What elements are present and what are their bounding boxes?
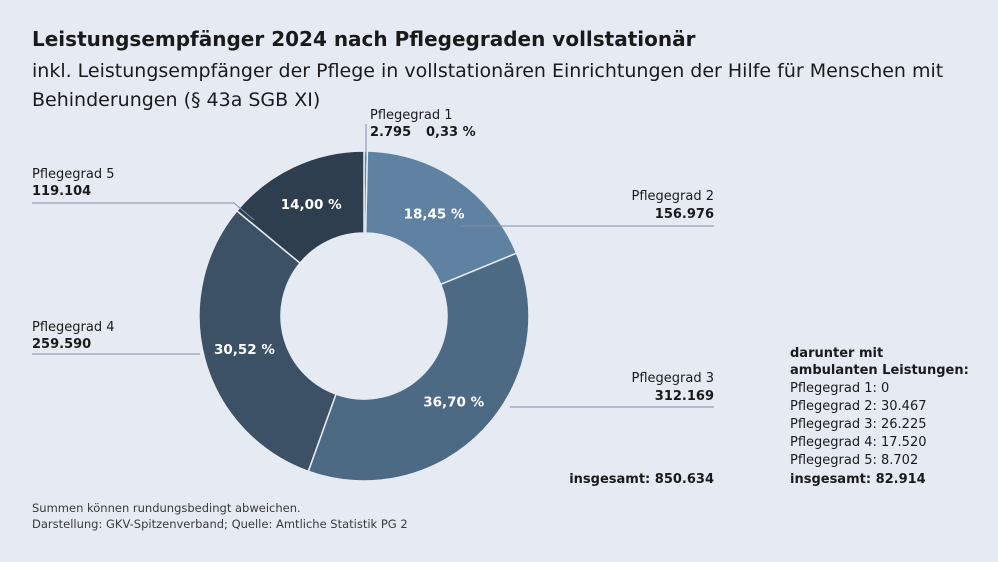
ambulant-item-pflegegrad-4: Pflegegrad 4: 17.520 [790, 435, 927, 450]
ambulant-item-pflegegrad-1: Pflegegrad 1: 0 [790, 381, 889, 396]
slice-pflegegrad-3 [307, 252, 530, 482]
chart-title: Leistungsempfänger 2024 nach Pflegegrade… [32, 27, 696, 51]
chart-subtitle-line-1: inkl. Leistungsempfänger der Pflege in v… [32, 60, 943, 82]
label-name-pflegegrad-3: Pflegegrad 3 [632, 371, 715, 386]
label-name-pflegegrad-1: Pflegegrad 1 [370, 108, 453, 123]
slice-percent-pflegegrad-5: 14,00 % [281, 197, 342, 213]
leader-line-pflegegrad-5 [32, 202, 255, 221]
ambulant-heading-line-1: darunter mit [790, 346, 883, 361]
slice-percent-pflegegrad-4: 30,52 % [214, 342, 275, 358]
footnote-rounding: Summen können rundungsbedingt abweichen. [32, 501, 301, 515]
ambulant-item-pflegegrad-2: Pflegegrad 2: 30.467 [790, 399, 927, 414]
ambulant-total: insgesamt: 82.914 [790, 472, 926, 487]
slice-pflegegrad-5 [235, 150, 365, 265]
label-name-pflegegrad-5: Pflegegrad 5 [32, 167, 115, 182]
ambulant-item-pflegegrad-5: Pflegegrad 5: 8.702 [790, 453, 918, 468]
label-percent-pflegegrad-1: 0,33 % [426, 125, 476, 140]
chart-subtitle-line-2: Behinderungen (§ 43a SGB XI) [32, 89, 320, 111]
ambulant-item-pflegegrad-3: Pflegegrad 3: 26.225 [790, 417, 927, 432]
label-name-pflegegrad-2: Pflegegrad 2 [632, 189, 715, 204]
label-value-pflegegrad-5: 119.104 [32, 184, 91, 199]
slice-percent-pflegegrad-3: 36,70 % [423, 395, 484, 411]
label-value-pflegegrad-2: 156.976 [655, 207, 714, 222]
label-value-pflegegrad-3: 312.169 [655, 389, 714, 404]
label-value-pflegegrad-1: 2.795 [370, 125, 411, 140]
footnote-source: Darstellung: GKV-Spitzenverband; Quelle:… [32, 517, 408, 531]
slice-pflegegrad-4 [198, 209, 337, 473]
slice-percent-labels: 18,45 % 36,70 % 30,52 % 14,00 % [214, 197, 485, 411]
total-label: insgesamt: 850.634 [569, 472, 714, 487]
label-name-pflegegrad-4: Pflegegrad 4 [32, 320, 115, 335]
donut-slices [198, 150, 530, 482]
label-value-pflegegrad-4: 259.590 [32, 337, 91, 352]
slice-pflegegrad-2 [364, 150, 518, 286]
slice-percent-pflegegrad-2: 18,45 % [404, 207, 465, 223]
ambulant-heading-line-2: ambulanten Leistungen: [790, 363, 969, 378]
